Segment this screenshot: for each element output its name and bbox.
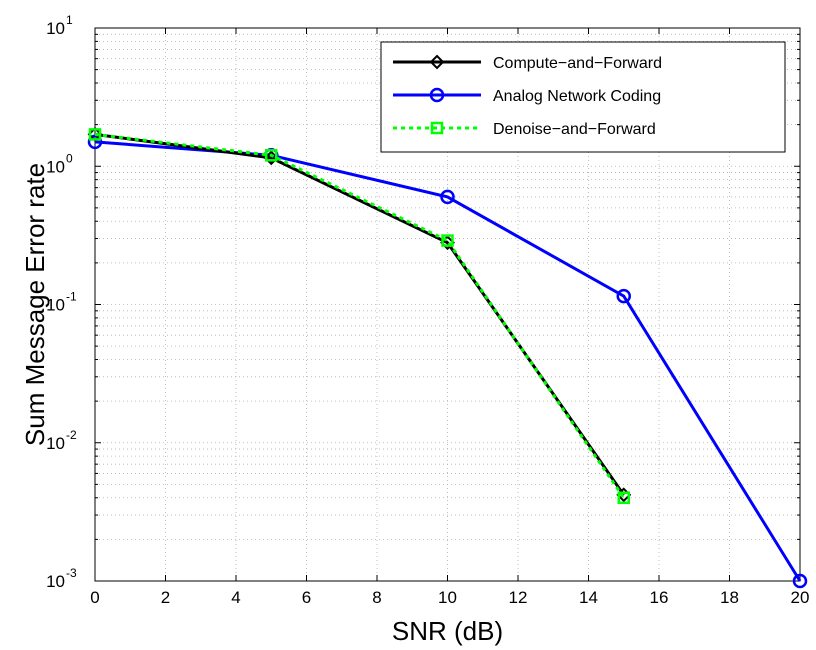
data-point [88,128,102,141]
y-tick-exponent: 1 [66,13,73,27]
series-0 [87,126,632,503]
x-axis-label: SNR (dB) [392,616,503,646]
y-tick-exponent: -1 [66,290,77,304]
x-tick-label: 6 [302,588,311,607]
x-tick-label: 2 [161,588,170,607]
y-tick-exponent: -3 [66,566,77,580]
y-axis-label: Sum Message Error rate [20,163,50,446]
legend-box [380,41,786,153]
x-tick-label: 4 [231,588,240,607]
y-tick-label: 10 [46,296,65,315]
series-line [94,132,625,499]
data-point [87,134,103,150]
y-tick-label: 10 [46,434,65,453]
legend-label: Compute−and−Forward [493,55,662,72]
series-2 [88,128,630,505]
data-point [440,189,455,205]
data-point [617,491,630,505]
y-tick-label: 10 [46,157,65,176]
x-tick-label: 16 [650,588,669,607]
y-tick-label: 10 [46,19,65,38]
legend-swatch-marker [430,121,444,135]
x-tick-label: 10 [438,588,457,607]
series-1 [87,134,808,589]
legend-swatch-marker [429,87,445,103]
x-tick-label: 8 [372,588,381,607]
y-tick-label: 10 [46,572,65,591]
x-tick-label: 0 [90,588,99,607]
data-point [616,288,631,304]
x-tick-label: 12 [509,588,528,607]
x-tick-label: 14 [579,588,598,607]
x-tick-label: 18 [720,588,739,607]
legend-swatch-marker [429,54,445,70]
data-point [441,234,454,247]
series [87,126,808,589]
legend-label: Analog Network Coding [493,88,661,105]
y-tick-exponent: 0 [66,151,73,165]
legend-label: Denoise−and−Forward [493,121,656,138]
legend: Compute−and−Forward Analog Network Coding… [380,41,786,153]
y-tick-exponent: -2 [66,428,77,442]
x-tick-label: 20 [791,588,810,607]
series-line [94,132,625,496]
data-point [265,149,278,162]
data-point [792,573,808,589]
